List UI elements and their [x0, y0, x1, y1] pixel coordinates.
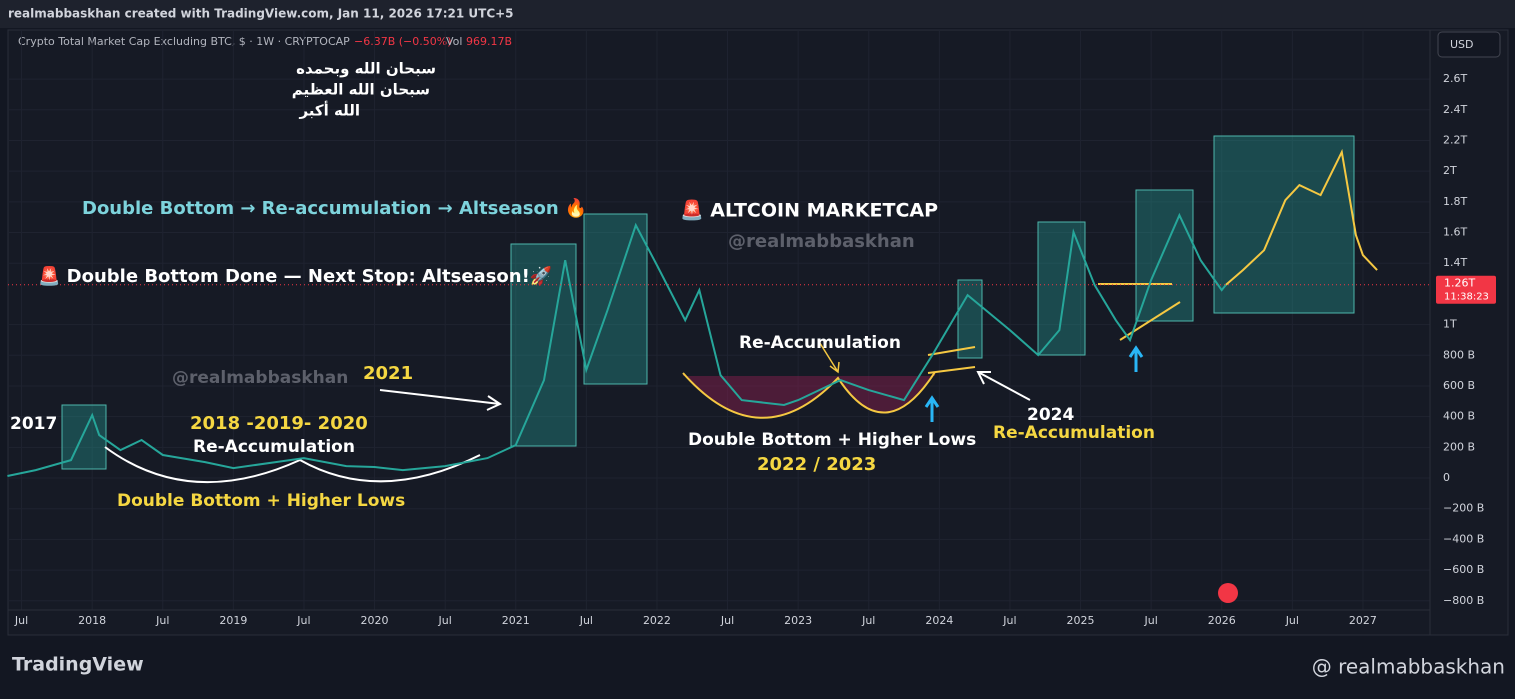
header-bar	[0, 0, 1515, 28]
annotation: 2017	[10, 414, 57, 434]
arrow	[817, 339, 840, 374]
annotation: 2018 -2019- 2020	[190, 413, 368, 434]
annotation: سبحان الله وبحمده	[296, 60, 436, 78]
x-tick-label: 2021	[502, 614, 530, 627]
trend-line	[927, 366, 976, 374]
price-tag-label: 1.26T	[1444, 277, 1475, 290]
x-tick-label: Jul	[861, 614, 875, 627]
currency: USD	[1450, 38, 1474, 51]
y-tick-label: 1T	[1443, 318, 1457, 331]
y-tick-label: 600 B	[1443, 379, 1475, 392]
y-tick-label: 2.4T	[1443, 103, 1467, 116]
chart-pane	[7, 29, 1509, 636]
x-tick-label: 2019	[219, 614, 247, 627]
y-tick-label: 200 B	[1443, 440, 1475, 453]
annotation: Re-Accumulation	[993, 423, 1155, 443]
y-tick-label: −400 B	[1443, 532, 1484, 545]
annotation: Double Bottom → Re-accumulation → Altsea…	[82, 197, 587, 219]
price-line	[7, 212, 1227, 477]
x-tick-label: 2026	[1208, 614, 1236, 627]
y-tick-label: 400 B	[1443, 410, 1475, 423]
zone	[1037, 221, 1086, 356]
annotation: 2022 / 2023	[757, 454, 876, 475]
zone	[1213, 135, 1355, 314]
x-tick-label: Jul	[438, 614, 452, 627]
x-tick-label: Jul	[14, 614, 28, 627]
brand: TradingView	[12, 654, 144, 676]
y-tick-label: −800 B	[1443, 594, 1484, 607]
y-tick-label: 0	[1443, 471, 1450, 484]
y-tick-label: 2.2T	[1443, 133, 1467, 146]
arrow	[1128, 345, 1144, 372]
annotation: @realmabbaskhan	[728, 231, 915, 252]
zone	[1135, 189, 1194, 322]
volume: 969.17B	[466, 35, 512, 48]
x-tick-label: 2023	[784, 614, 812, 627]
annotation: 2021	[363, 363, 413, 384]
symbol: Crypto Total Market Cap Excluding BTC, $…	[18, 35, 350, 48]
countdown: 11:38:23	[1444, 292, 1489, 303]
x-tick-label: Jul	[1143, 614, 1157, 627]
annotation: Double Bottom + Higher Lows	[688, 430, 976, 450]
annotation: الله أكبر	[298, 101, 360, 120]
annotation: سبحان الله العظيم	[292, 81, 430, 99]
x-tick-label: Jul	[1285, 614, 1299, 627]
annotation: @realmabbaskhan	[172, 368, 348, 388]
x-tick-label: 2025	[1067, 614, 1095, 627]
x-tick-label: Jul	[720, 614, 734, 627]
y-tick-label: 1.8T	[1443, 195, 1467, 208]
change: −6.37B (−0.50%)	[354, 35, 452, 48]
cup-arc	[682, 371, 936, 419]
annotation: Re-Accumulation	[739, 333, 901, 353]
arrow	[379, 389, 503, 411]
annotation: 2024	[1027, 405, 1074, 425]
x-tick-label: 2024	[925, 614, 953, 627]
volume-label: Vol	[446, 35, 462, 48]
trend-line	[1119, 301, 1181, 341]
zone	[61, 404, 107, 470]
x-tick-label: 2020	[361, 614, 389, 627]
cup-arc	[104, 446, 481, 484]
arrow	[976, 371, 1031, 401]
x-tick-label: 2022	[643, 614, 671, 627]
credit: realmabbaskhan created with TradingView.…	[8, 7, 514, 21]
y-tick-label: −200 B	[1443, 502, 1484, 515]
zone	[957, 279, 983, 359]
price-tag	[1436, 275, 1496, 304]
x-tick-label: Jul	[296, 614, 310, 627]
annotation: Double Bottom + Higher Lows	[117, 491, 405, 511]
price-line	[1225, 148, 1378, 286]
x-tick-label: Jul	[155, 614, 169, 627]
y-tick-label: 800 B	[1443, 348, 1475, 361]
annotation: 🚨 Double Bottom Done — Next Stop: Altsea…	[38, 265, 552, 287]
y-tick-label: −600 B	[1443, 563, 1484, 576]
y-tick-label: 1.4T	[1443, 256, 1467, 269]
x-tick-label: Jul	[579, 614, 593, 627]
zone	[583, 213, 648, 385]
event-icon[interactable]	[1218, 583, 1238, 603]
y-tick-label: 2.6T	[1443, 72, 1467, 85]
x-tick-label: 2018	[78, 614, 106, 627]
zones	[61, 135, 1355, 603]
trend-line	[927, 346, 976, 356]
handle: @ realmabbaskhan	[1312, 655, 1505, 679]
currency-button[interactable]	[1437, 31, 1501, 58]
zone	[510, 243, 577, 447]
x-tick-label: Jul	[1002, 614, 1016, 627]
annotation: 🚨 ALTCOIN MARKETCAP	[680, 199, 938, 222]
y-tick-label: 2T	[1443, 164, 1457, 177]
x-tick-label: 2027	[1349, 614, 1377, 627]
y-tick-label: 1.6T	[1443, 226, 1467, 239]
annotation: Re-Accumulation	[193, 437, 355, 457]
arrow	[924, 395, 940, 422]
